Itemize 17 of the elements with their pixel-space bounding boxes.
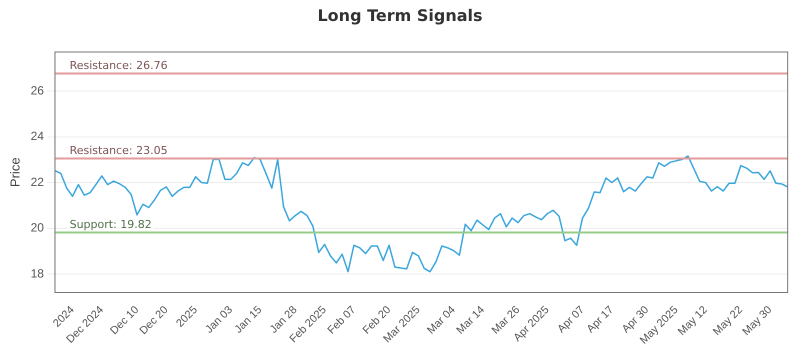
y-tick-label: 22 [30,174,44,189]
x-tick-label: Jan 03 [203,304,236,336]
x-tick-label: Dec 20 [137,304,171,338]
y-tick-label: 18 [30,266,44,280]
x-tick-label: Mar 14 [454,304,488,337]
chart-title: Long Term Signals [316,6,484,25]
y-tick-label: 26 [30,83,44,98]
x-tick-label: Feb 07 [325,304,358,337]
ref-line-label: Resistance: 23.05 [70,144,168,157]
x-tick-label: Apr 17 [584,304,616,336]
x-tick-label: Jan 15 [232,304,264,336]
y-tick-label: 20 [30,220,44,235]
ref-line-label: Resistance: 26.76 [70,58,168,72]
x-tick-label: Apr 07 [555,304,587,336]
y-axis-title: Price [7,157,22,188]
y-tick-label: 24 [30,129,44,144]
ref-line-label: Support: 19.82 [70,218,152,231]
